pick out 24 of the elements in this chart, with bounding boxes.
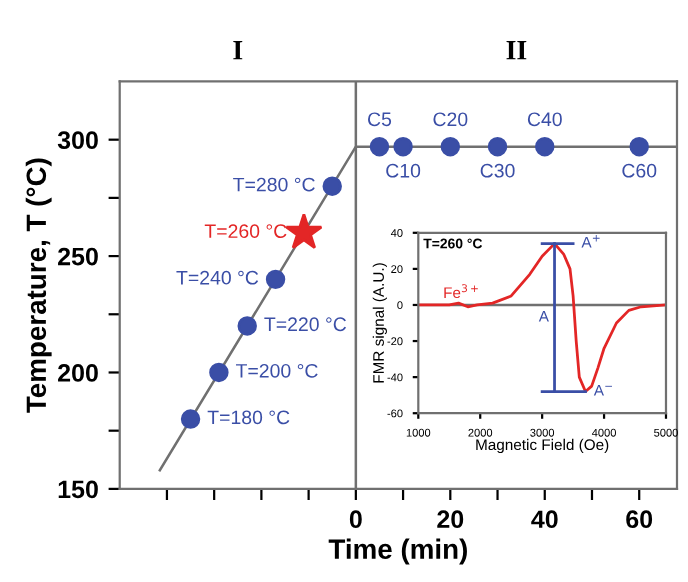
y-tick-label: 250 (58, 247, 98, 266)
x-tick-label: 0 (349, 510, 362, 529)
y-tick-label: 150 (58, 480, 98, 499)
data-label: C60 (622, 163, 657, 178)
data-label: C40 (527, 112, 562, 127)
y-axis-title: Temperature, T (°C) (25, 158, 52, 413)
x-tick-label: 20 (437, 510, 464, 529)
data-label: T=260 °C (204, 224, 287, 239)
x-tick-label: 60 (626, 510, 653, 529)
data-label: C20 (433, 112, 468, 127)
x-tick-label: 40 (531, 510, 558, 529)
data-label: T=180 °C (207, 410, 290, 425)
y-tick-label: 200 (58, 364, 98, 382)
y-tick-label: 300 (57, 131, 98, 150)
data-label: C5 (368, 112, 392, 127)
text: I (233, 41, 243, 60)
data-label: T=240 °C (176, 270, 259, 285)
data-label: T=220 °C (264, 317, 347, 332)
data-label: C30 (480, 163, 515, 178)
data-label: C10 (386, 163, 421, 178)
data-label: T=280 °C (233, 177, 315, 192)
data-label: T=200 °C (235, 363, 318, 378)
text: II (506, 41, 527, 60)
x-axis-title: Time (min) (328, 538, 467, 565)
